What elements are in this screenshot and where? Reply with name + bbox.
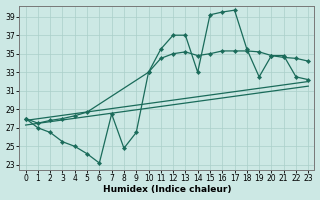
X-axis label: Humidex (Indice chaleur): Humidex (Indice chaleur)	[103, 185, 231, 194]
